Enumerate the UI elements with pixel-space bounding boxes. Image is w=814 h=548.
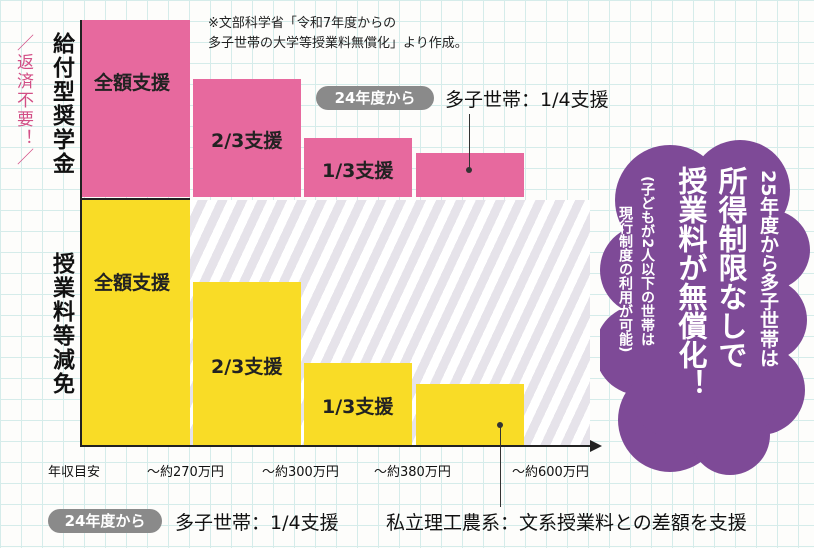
scholarship-bar-label-3: 1/3支援 (322, 160, 394, 182)
scholarship-bar-label-1: 全額支援 (94, 72, 171, 94)
x-tick-label-1: 〜約270万円 (147, 465, 224, 480)
top-year-badge: 24年度から (316, 86, 434, 110)
cloud-line3: 授業料が無償化！ (674, 166, 708, 398)
tuition-label: 授業料等減免 (49, 252, 74, 396)
bottom-callout-leader (500, 425, 501, 507)
bottom-callout-text1: 多子世帯：1/4支援 (175, 512, 339, 534)
scholarship-bar-label-2: 2/3支援 (211, 130, 283, 152)
tuition-bar-label-1: 全額支援 (94, 272, 171, 294)
source-note-line1: ※文部科学省「令和7年度からの (208, 16, 397, 31)
x-tick-label-3: 〜約380万円 (374, 465, 451, 480)
x-tick-label-2: 〜約300万円 (262, 465, 339, 480)
scholarship-bar-2 (193, 79, 301, 197)
divider-line (80, 198, 190, 200)
x-axis-label: 年収目安 (48, 465, 101, 480)
source-note-line2: 多子世帯の大学等授業料無償化」より作成。 (208, 36, 468, 51)
top-callout-leader (469, 114, 470, 170)
top-callout-text: 多子世帯：1/4支援 (445, 89, 609, 111)
tuition-bar-1 (82, 200, 190, 445)
scholarship-label: 給付型奨学金 (49, 32, 74, 176)
x-axis-arrow (590, 440, 602, 452)
cloud-line1: 25年度から多子世帯は (757, 170, 779, 368)
tuition-bar-4 (416, 384, 524, 445)
tuition-bar-label-2: 2/3支援 (211, 356, 283, 378)
top-callout-dot (466, 167, 472, 173)
source-note: ※文部科学省「令和7年度からの 多子世帯の大学等授業料無償化」より作成。 (208, 14, 468, 54)
tuition-bar-3 (304, 363, 412, 445)
tuition-bar-label-3: 1/3支援 (322, 396, 394, 418)
bottom-callout-dot (497, 422, 503, 428)
x-tick-label-4: 〜約600万円 (512, 465, 589, 480)
cloud-line5: 現行制度の利用が可能) (617, 206, 633, 353)
cloud-line2: 所得制限なしで (714, 166, 748, 369)
scholarship-bar-3 (304, 138, 412, 197)
tuition-bar-2 (193, 282, 301, 445)
scholarship-sub-label: ／返済不要！／ (13, 34, 33, 167)
y-axis-line (80, 20, 82, 447)
bottom-callout-text2: 私立理工農系：文系授業料との差額を支援 (386, 512, 747, 534)
cloud-line4: (子どもが2人以下の世帯は (639, 176, 655, 347)
bottom-year-badge: 24年度から (48, 509, 162, 533)
scholarship-bar-1 (82, 20, 190, 197)
cloud-shape (600, 140, 810, 475)
scholarship-bar-4 (416, 153, 524, 197)
x-axis-line (80, 445, 592, 447)
